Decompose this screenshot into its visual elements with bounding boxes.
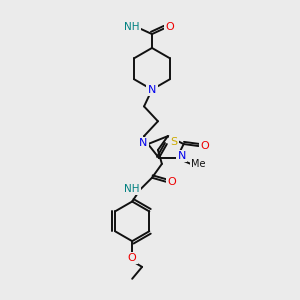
Text: N: N [178, 151, 186, 161]
Text: O: O [200, 141, 209, 151]
Text: S: S [170, 137, 177, 147]
Text: N: N [148, 85, 156, 94]
Text: NH: NH [124, 184, 140, 194]
Text: N: N [139, 138, 147, 148]
Text: O: O [165, 22, 174, 32]
Text: NH: NH [124, 22, 140, 32]
Text: O: O [128, 253, 136, 263]
Text: Me: Me [191, 159, 206, 169]
Text: O: O [167, 177, 176, 187]
